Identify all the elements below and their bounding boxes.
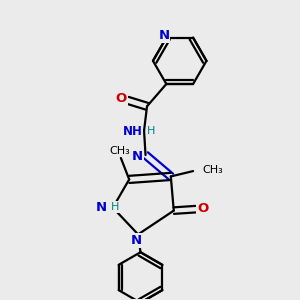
Text: CH₃: CH₃ — [110, 146, 130, 157]
Text: O: O — [116, 92, 127, 105]
Text: NH: NH — [123, 125, 143, 138]
Text: H: H — [146, 126, 155, 136]
Text: O: O — [197, 202, 208, 215]
Text: CH₃: CH₃ — [202, 165, 223, 175]
Text: N: N — [131, 234, 142, 247]
Text: N: N — [158, 29, 169, 42]
Text: N: N — [132, 150, 143, 163]
Text: N: N — [96, 200, 107, 214]
Text: H: H — [111, 202, 119, 212]
